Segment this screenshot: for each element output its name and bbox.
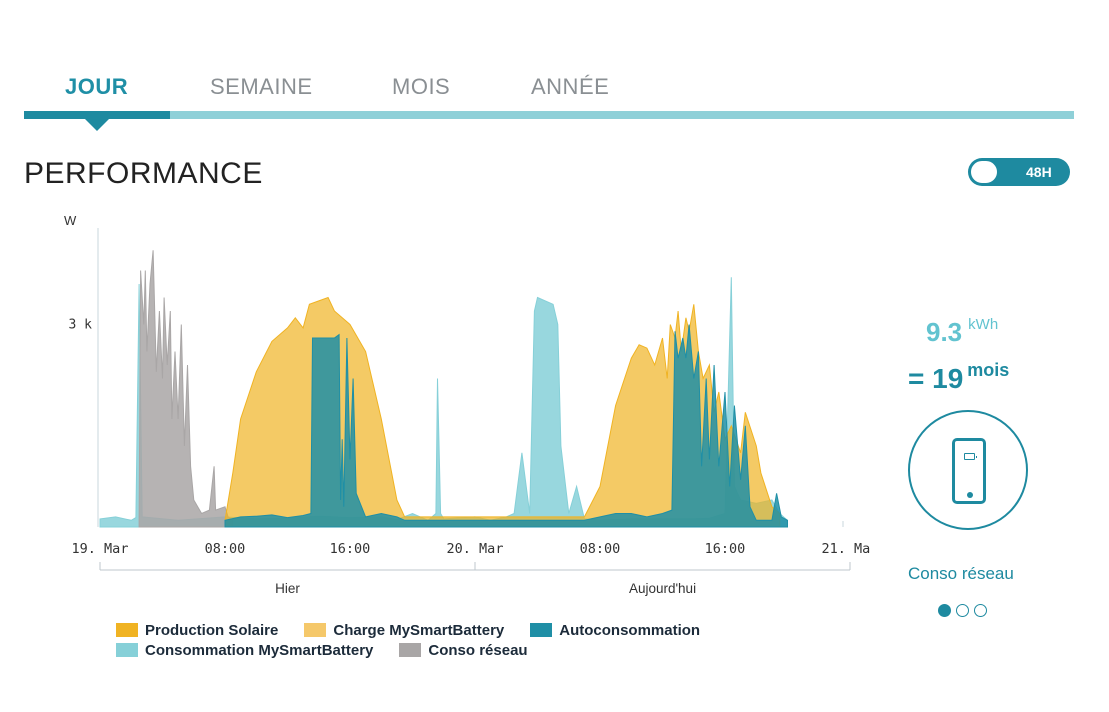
page-title: PERFORMANCE [24, 157, 263, 190]
chart-axes [97, 228, 851, 571]
legend-item-autoconsommation[interactable]: Autoconsommation [530, 622, 700, 639]
pager-dot-3[interactable] [974, 604, 987, 617]
x-tick-label: 19. Mar [72, 541, 129, 557]
legend-item-consommation-battery[interactable]: Consommation MySmartBattery [116, 642, 373, 659]
tab-jour[interactable]: JOUR [65, 74, 129, 99]
tab-caret-icon [85, 119, 109, 131]
pager-dot-2[interactable] [956, 604, 969, 617]
series-area-conso-reseau [138, 250, 234, 528]
legend-item-charge-battery[interactable]: Charge MySmartBattery [304, 622, 504, 639]
legend-swatch [399, 643, 422, 657]
x-tick-label: 16:00 [330, 541, 371, 557]
battery-icon [964, 453, 977, 460]
legend-swatch [530, 623, 553, 637]
equivalence-value: = 19 mois [908, 360, 1009, 395]
energy-number: 9.3 [926, 317, 963, 347]
equivalence-number: = 19 [908, 363, 964, 394]
legend-label: Charge MySmartBattery [333, 621, 505, 639]
legend-label: Consommation MySmartBattery [145, 641, 374, 659]
home-button-icon [967, 492, 973, 498]
series-area-autoconsommation [224, 324, 788, 528]
chart-areas [99, 250, 788, 528]
group-label: Hier [275, 581, 300, 596]
equivalence-icon-circle [908, 410, 1028, 530]
energy-unit: kWh [968, 316, 999, 333]
tab-annee[interactable]: ANNÉE [531, 74, 610, 99]
pager-dot-1[interactable] [938, 604, 951, 617]
tab-semaine[interactable]: SEMAINE [210, 74, 313, 99]
equivalence-unit: mois [967, 360, 1010, 380]
x-tick-label: 08:00 [205, 541, 246, 557]
legend-label: Production Solaire [145, 621, 279, 639]
legend-item-conso-reseau[interactable]: Conso réseau [399, 641, 528, 659]
legend-swatch [304, 623, 327, 637]
tab-track [24, 111, 1074, 119]
y-axis-label: W [64, 213, 77, 228]
legend-item-production-solaire[interactable]: Production Solaire [116, 622, 278, 639]
legend-swatch [116, 643, 138, 657]
x-tick-label: 21. Mar [822, 541, 870, 557]
period-tabs: JOUR SEMAINE MOIS ANNÉE [24, 62, 1074, 131]
legend-swatch [116, 623, 138, 637]
equivalence-caption: Conso réseau [908, 564, 1014, 583]
chart-labels: W 3 k 19. Mar 08:00 16:00 20. Mar 08:00 16:00 21… [64, 213, 870, 596]
toggle-label: 48H [1026, 164, 1052, 180]
toggle-knob [970, 160, 998, 184]
legend-label: Conso réseau [428, 641, 528, 659]
legend-label: Autoconsommation [559, 621, 701, 639]
legend-row-2: Consommation MySmartBattery Conso réseau [116, 640, 836, 660]
smartphone-icon [952, 438, 986, 504]
tab-mois[interactable]: MOIS [392, 74, 451, 99]
period-48h-toggle[interactable]: 48H [968, 158, 1070, 186]
group-label: Aujourd'hui [629, 581, 696, 596]
energy-value: 9.3 kWh [926, 316, 998, 348]
performance-chart: W 3 k 19. Mar 08:00 16:00 20. Mar 08:00 16:00 21… [64, 213, 870, 596]
chart-legend: Production Solaire Charge MySmartBattery… [116, 620, 836, 660]
tab-active-indicator [24, 111, 170, 119]
carousel-pager [938, 604, 992, 617]
x-tick-label: 16:00 [705, 541, 746, 557]
x-tick-label: 20. Mar [447, 541, 504, 557]
y-tick-label: 3 k [69, 318, 93, 333]
x-tick-label: 08:00 [580, 541, 621, 557]
legend-row-1: Production Solaire Charge MySmartBattery… [116, 620, 836, 640]
series-area-production-solaire [224, 296, 781, 528]
